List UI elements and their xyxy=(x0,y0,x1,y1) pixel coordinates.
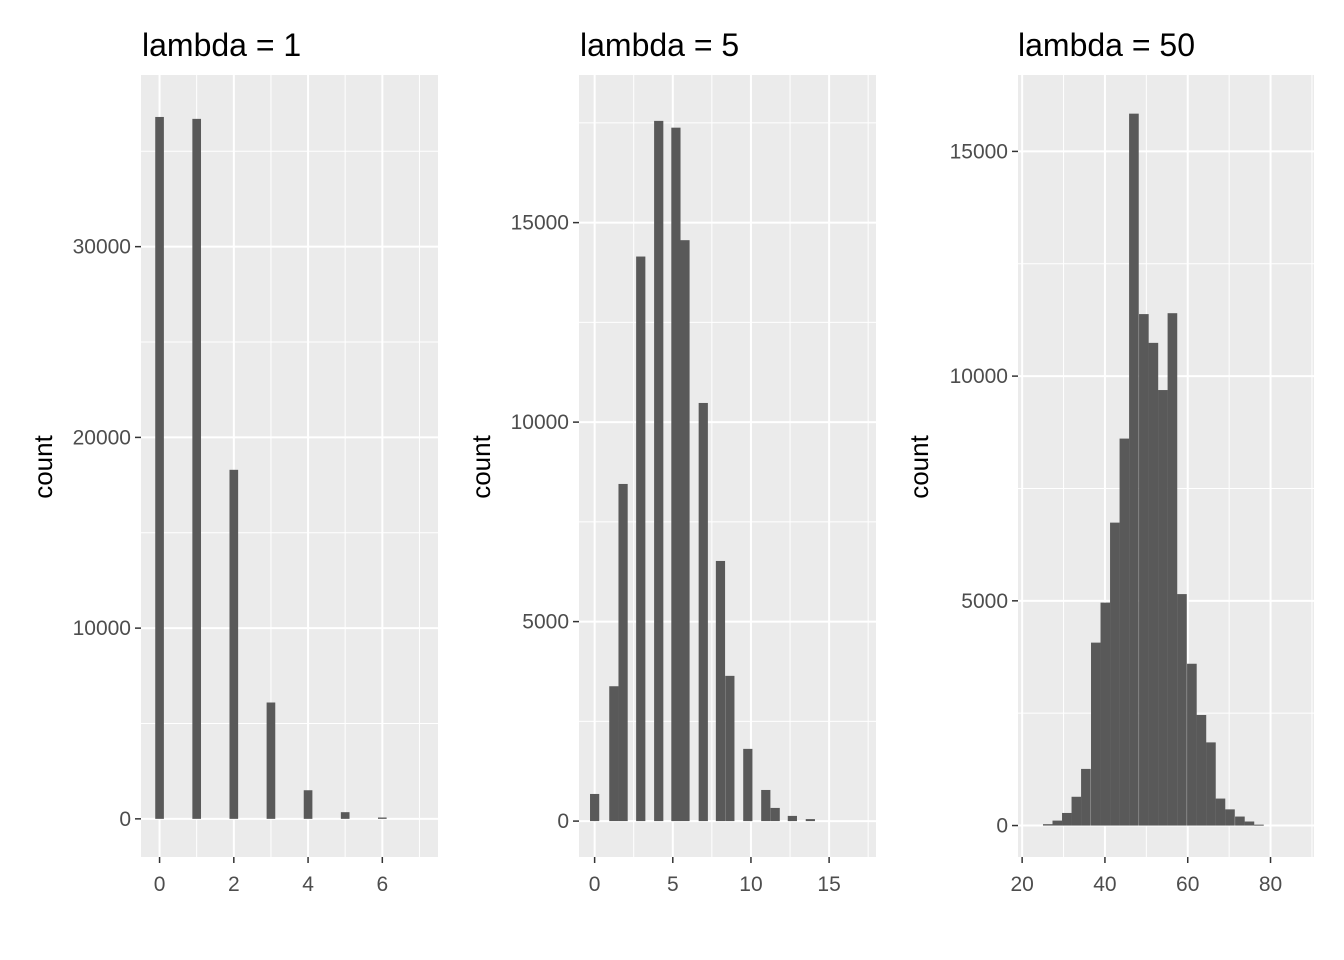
y-tick-label: 30000 xyxy=(73,236,131,259)
y-tick-label: 10000 xyxy=(511,411,569,434)
y-tick-label: 20000 xyxy=(73,426,131,449)
histogram-bar xyxy=(590,793,600,822)
histogram-bar xyxy=(805,819,815,822)
histogram-bar xyxy=(680,240,690,822)
histogram-bar xyxy=(743,748,753,822)
x-tick-label: 15 xyxy=(817,873,840,896)
histogram-bar xyxy=(1119,438,1130,826)
x-tick-label: 4 xyxy=(302,873,314,896)
histogram-bar xyxy=(1235,816,1245,826)
histogram-bar xyxy=(787,815,797,822)
x-tick-label: 10 xyxy=(739,873,762,896)
histogram-bar xyxy=(1196,714,1207,826)
histogram-bar xyxy=(1215,798,1226,826)
histogram-bar xyxy=(1206,742,1216,826)
histogram-bar xyxy=(1100,602,1111,826)
y-tick-label: 0 xyxy=(557,810,569,833)
histogram-bar xyxy=(1225,809,1235,826)
panel-lambda-5: lambda = 5 count 0 5 10 15 0 5000 10000 15000 xyxy=(466,27,876,896)
histogram-bar xyxy=(725,675,735,822)
y-tick-label: 5000 xyxy=(522,611,569,634)
y-tick-label: 15000 xyxy=(511,212,569,235)
y-tick-label: 0 xyxy=(996,815,1008,838)
x-tick-label: 2 xyxy=(228,873,240,896)
histogram-bar xyxy=(1158,390,1168,826)
histogram-bar xyxy=(636,256,646,822)
panel-background xyxy=(141,75,438,857)
histogram-bar xyxy=(1129,113,1139,826)
histogram-bar xyxy=(1167,313,1178,826)
x-tick-label: 20 xyxy=(1010,873,1033,896)
histogram-bar xyxy=(618,483,628,822)
plot-area: 0 5 10 15 0 5000 10000 15000 xyxy=(511,75,876,896)
histogram-bar xyxy=(770,807,780,822)
histogram-bar xyxy=(1139,314,1149,826)
y-axis-label: count xyxy=(28,434,58,498)
histogram-bar xyxy=(654,120,664,822)
y-axis-label: count xyxy=(466,434,496,498)
x-tick-label: 40 xyxy=(1093,873,1116,896)
y-tick-label: 15000 xyxy=(950,140,1008,163)
y-tick-label: 5000 xyxy=(961,590,1008,613)
x-tick-label: 60 xyxy=(1176,873,1199,896)
histogram-bar xyxy=(671,127,681,822)
histogram-bar xyxy=(377,817,387,819)
y-tick-label: 10000 xyxy=(73,617,131,640)
histogram-bar xyxy=(715,560,726,822)
histogram-bar xyxy=(1042,824,1053,826)
histogram-bar xyxy=(761,789,771,822)
x-tick-label: 80 xyxy=(1259,873,1282,896)
histogram-bar xyxy=(1081,768,1091,826)
panel-title: lambda = 1 xyxy=(142,27,301,63)
histogram-bar xyxy=(1062,812,1072,826)
x-tick-label: 0 xyxy=(589,873,601,896)
histogram-bar xyxy=(1177,594,1187,826)
histogram-bar xyxy=(1187,663,1197,826)
histogram-bar xyxy=(229,469,239,819)
panel-lambda-50: lambda = 50 count 20 40 60 80 0 5000 10000 1500… xyxy=(904,27,1314,896)
histogram-bar xyxy=(1254,824,1264,826)
histogram-bar xyxy=(1091,642,1101,826)
histogram-bar xyxy=(1110,522,1120,826)
plot-area: 0 2 4 6 0 10000 20000 30000 xyxy=(73,75,438,896)
histogram-bar xyxy=(303,790,313,819)
panel-title: lambda = 5 xyxy=(580,27,739,63)
histogram-bar xyxy=(340,812,350,819)
histogram-bar xyxy=(266,702,276,819)
panel-lambda-1: lambda = 1 count 0 2 4 6 0 10000 20000 30000 xyxy=(28,27,438,896)
y-tick-label: 0 xyxy=(119,808,131,831)
y-tick-label: 10000 xyxy=(950,365,1008,388)
plot-area: 20 40 60 80 0 5000 10000 15000 xyxy=(950,75,1314,896)
panel-title: lambda = 50 xyxy=(1018,27,1195,63)
histogram-bar xyxy=(1071,796,1082,826)
histogram-bar xyxy=(192,118,202,819)
x-tick-label: 0 xyxy=(154,873,166,896)
y-axis-label: count xyxy=(904,434,934,498)
histogram-bar xyxy=(1148,342,1159,826)
histogram-bar xyxy=(155,116,164,819)
histogram-bar xyxy=(1244,821,1255,826)
x-tick-label: 6 xyxy=(376,873,388,896)
histogram-bar xyxy=(609,686,619,822)
histogram-bar xyxy=(698,402,708,822)
x-tick-label: 5 xyxy=(667,873,679,896)
histogram-bar xyxy=(1052,820,1063,826)
